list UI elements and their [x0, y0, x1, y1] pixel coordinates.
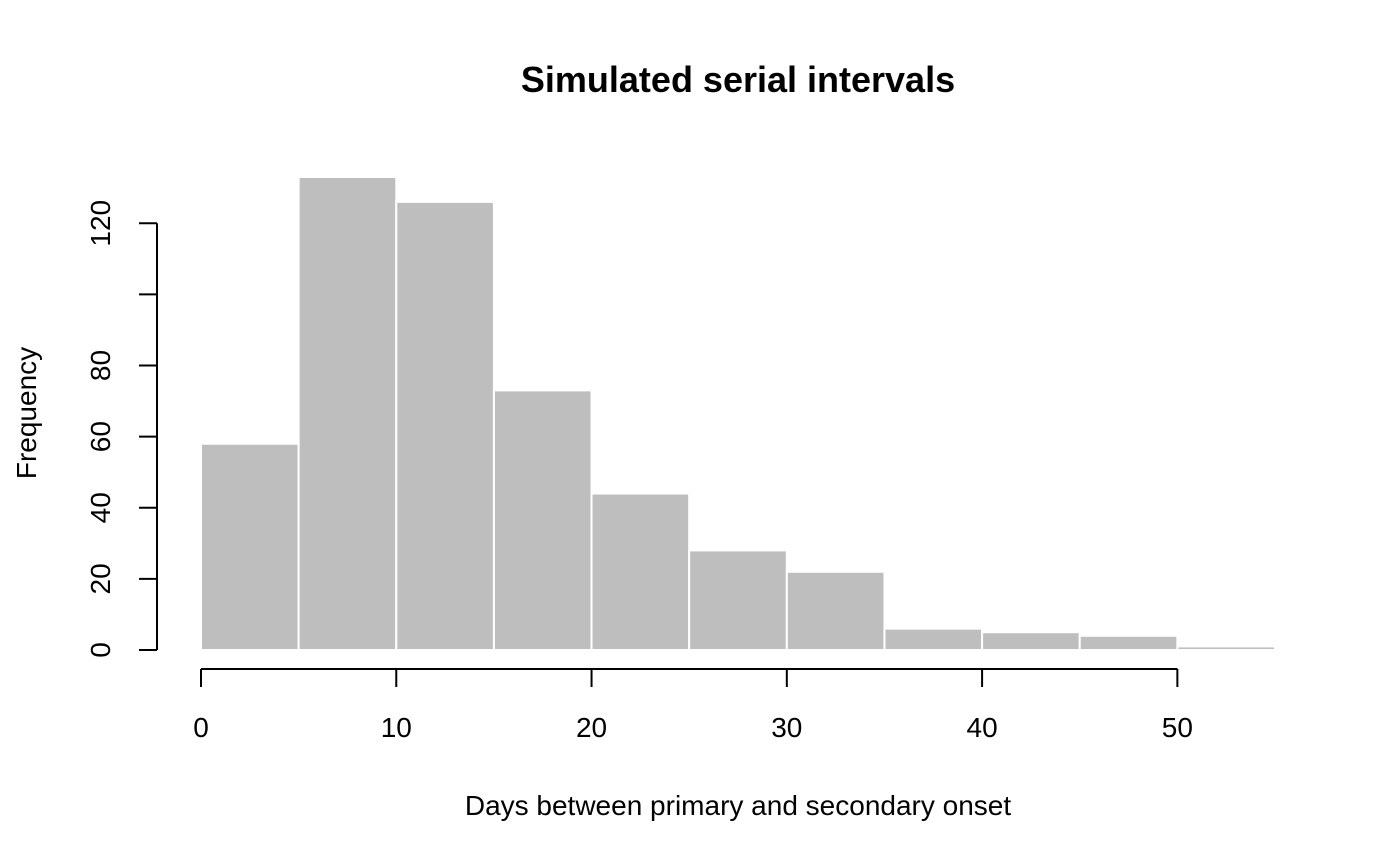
- x-tick-label-3: 30: [771, 712, 802, 743]
- x-axis-label: Days between primary and secondary onset: [465, 790, 1012, 821]
- x-tick-label-2: 20: [576, 712, 607, 743]
- histogram-bar-2: [395, 200, 495, 651]
- y-tick-label-1: 20: [85, 563, 116, 594]
- y-axis: 0 20 40 60 80 120: [85, 200, 158, 658]
- y-axis-label: Frequency: [11, 347, 42, 479]
- chart-title: Simulated serial intervals: [521, 59, 955, 100]
- histogram-bar-3: [492, 389, 593, 651]
- histogram-bar-0: [200, 442, 300, 651]
- y-tick-label-0: 0: [85, 642, 116, 658]
- x-tick-label-1: 10: [381, 712, 412, 743]
- y-tick-label-4: 80: [85, 350, 116, 381]
- histogram-bar-1: [297, 176, 398, 651]
- histogram-bar-7: [883, 627, 984, 652]
- x-tick-label-4: 40: [967, 712, 998, 743]
- histogram-bar-6: [785, 570, 886, 651]
- x-tick-label-0: 0: [193, 712, 209, 743]
- histogram-bar-9: [1078, 634, 1179, 651]
- histogram-bar-8: [981, 631, 1081, 651]
- x-axis: 0 10 20 30 40 50: [193, 668, 1193, 743]
- y-tick-label-6: 120: [85, 200, 116, 247]
- histogram-bar-5: [688, 549, 788, 652]
- histogram-bar-4: [590, 492, 691, 651]
- histogram-bar-10: [1176, 645, 1277, 651]
- y-tick-label-3: 60: [85, 421, 116, 452]
- x-tick-label-5: 50: [1162, 712, 1193, 743]
- y-tick-label-2: 40: [85, 492, 116, 523]
- histogram-bars: [200, 176, 1277, 652]
